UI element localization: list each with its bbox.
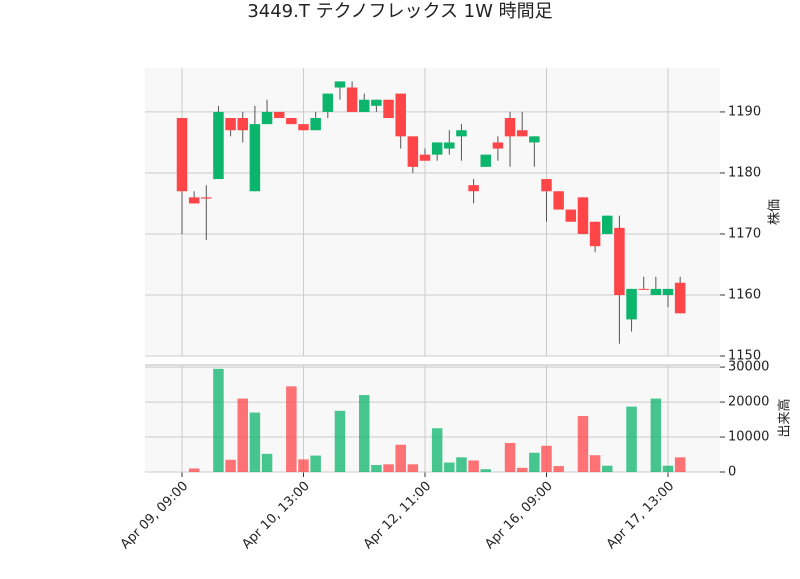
volume-bar: [395, 444, 406, 472]
candle-body: [359, 99, 370, 112]
y-tick-label: 1150: [728, 349, 761, 364]
candle-body: [322, 93, 334, 112]
volume-bar: [310, 455, 321, 472]
candle-body: [553, 191, 564, 210]
volume-bar: [480, 469, 491, 472]
candle-body: [431, 142, 443, 155]
volume-bar: [650, 398, 662, 472]
candle-body: [529, 136, 540, 143]
candle-body: [516, 130, 528, 137]
candle-body: [589, 221, 601, 247]
chart-title: 3449.T テクノフレックス 1W 時間足: [247, 1, 552, 22]
volume-tick-label: 10000: [728, 430, 769, 445]
candle-body: [298, 124, 309, 131]
volume-bar: [456, 457, 467, 472]
candle-body: [407, 136, 419, 167]
volume-bar: [249, 412, 261, 472]
volume-bar: [626, 406, 637, 472]
volume-bar: [407, 464, 419, 472]
candle-body: [237, 118, 248, 131]
candle-body: [650, 288, 662, 295]
volume-bar: [188, 468, 200, 472]
candle-body: [674, 282, 686, 314]
x-tick-label: Apr 09, 09:00: [118, 479, 191, 552]
y-tick-label: 1170: [728, 226, 761, 241]
volume-bar: [359, 395, 370, 472]
candle-body: [565, 209, 577, 222]
candle-body: [188, 197, 200, 204]
x-tick-label: Apr 17, 13:00: [604, 479, 677, 552]
volume-bar: [213, 368, 224, 472]
price-panel: [145, 68, 720, 356]
volume-tick-label: 20000: [728, 395, 769, 410]
volume-bar: [383, 464, 394, 472]
candle-body: [614, 227, 625, 295]
candle-body: [273, 111, 285, 119]
candle-body: [249, 124, 261, 192]
candle-body: [444, 142, 455, 149]
candle-body: [176, 118, 188, 192]
volume-bar: [237, 398, 248, 472]
candle-body: [371, 99, 382, 106]
candle-body: [504, 118, 516, 137]
volume-tick-label: 0: [728, 465, 736, 480]
volume-bar: [431, 428, 443, 472]
candle-body: [346, 87, 358, 112]
candle-body: [286, 118, 297, 125]
y-tick-label: 1180: [728, 165, 761, 180]
volume-bar: [577, 416, 589, 472]
volume-bar: [298, 459, 309, 472]
candle-body: [541, 179, 552, 192]
candle-body: [577, 197, 589, 234]
volume-bar: [444, 462, 455, 472]
candle-body: [395, 93, 406, 137]
volume-bar: [504, 442, 516, 472]
volume-axis-label: 出来高: [777, 398, 793, 437]
volume-bar: [529, 452, 540, 472]
y-axis-label: 株価: [768, 199, 783, 225]
volume-bar: [261, 453, 273, 472]
x-tick-label: Apr 10, 13:00: [239, 479, 312, 552]
candle-body: [468, 185, 479, 192]
candle-body: [310, 118, 321, 131]
candle-body: [334, 81, 346, 88]
candle-body: [261, 111, 273, 125]
candle-body: [213, 111, 224, 180]
candle-body: [383, 99, 394, 119]
candle-body: [492, 142, 504, 149]
volume-bar: [468, 460, 479, 472]
y-tick-label: 1160: [728, 287, 761, 302]
volume-bar: [662, 465, 674, 472]
volume-bar: [516, 467, 528, 472]
x-tick-label: Apr 16, 09:00: [482, 479, 555, 552]
candle-body: [225, 118, 236, 131]
x-tick-label: Apr 12, 11:00: [361, 479, 434, 552]
candle-body: [602, 215, 613, 234]
volume-bar: [225, 459, 236, 472]
volume-bar: [371, 465, 382, 472]
candle-body: [419, 154, 431, 161]
volume-bar: [541, 445, 552, 472]
volume-bar: [334, 410, 346, 472]
volume-bar: [674, 457, 686, 472]
y-tick-label: 1190: [728, 104, 761, 119]
candle-body: [626, 288, 637, 320]
candle-body: [662, 288, 674, 295]
volume-tick-label: 30000: [728, 360, 769, 375]
candle-body: [480, 154, 491, 167]
candle-body: [201, 197, 212, 199]
volume-bar: [286, 386, 297, 472]
candle-body: [638, 288, 649, 290]
volume-bar: [602, 465, 613, 472]
volume-bar: [553, 466, 564, 472]
volume-bar: [589, 455, 601, 472]
candle-body: [456, 130, 467, 137]
